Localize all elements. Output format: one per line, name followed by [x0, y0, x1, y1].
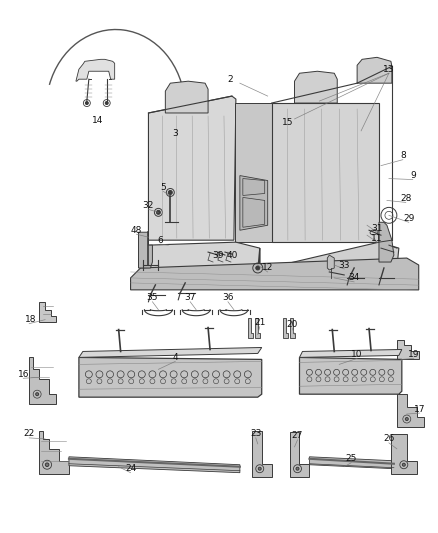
Polygon shape	[290, 432, 309, 477]
Polygon shape	[240, 175, 268, 230]
Polygon shape	[131, 258, 419, 290]
Polygon shape	[379, 222, 394, 262]
Text: 12: 12	[262, 263, 273, 272]
Polygon shape	[79, 348, 262, 358]
Text: 36: 36	[222, 293, 234, 302]
Polygon shape	[248, 318, 253, 337]
Polygon shape	[29, 358, 56, 404]
Text: 25: 25	[346, 454, 357, 463]
Polygon shape	[357, 58, 392, 83]
Polygon shape	[300, 350, 402, 358]
Text: 23: 23	[250, 430, 261, 439]
Circle shape	[256, 266, 260, 270]
Polygon shape	[235, 103, 272, 242]
Polygon shape	[294, 71, 337, 103]
Circle shape	[405, 417, 408, 421]
Polygon shape	[79, 358, 262, 397]
Polygon shape	[300, 358, 402, 394]
Text: 48: 48	[131, 226, 142, 235]
Text: 4: 4	[173, 353, 178, 362]
Polygon shape	[69, 457, 240, 473]
Text: 29: 29	[403, 214, 414, 223]
Polygon shape	[391, 434, 417, 474]
Text: 24: 24	[125, 464, 136, 473]
Text: 2: 2	[227, 75, 233, 84]
Polygon shape	[290, 318, 294, 337]
Text: 40: 40	[226, 251, 237, 260]
Circle shape	[35, 393, 39, 395]
Circle shape	[156, 211, 160, 214]
Circle shape	[45, 463, 49, 466]
Circle shape	[258, 467, 261, 470]
Text: 15: 15	[282, 118, 293, 127]
Text: 26: 26	[383, 434, 395, 443]
Polygon shape	[165, 81, 208, 113]
Text: 3: 3	[173, 130, 178, 139]
Text: 21: 21	[254, 318, 265, 327]
Text: 14: 14	[92, 116, 103, 125]
Text: 33: 33	[339, 261, 350, 270]
Text: 10: 10	[351, 350, 363, 359]
Text: 6: 6	[158, 236, 163, 245]
Text: 16: 16	[18, 370, 29, 379]
Text: 35: 35	[147, 293, 158, 302]
Polygon shape	[39, 431, 69, 474]
Text: 9: 9	[410, 171, 416, 180]
Polygon shape	[252, 431, 272, 477]
Circle shape	[403, 463, 405, 466]
Polygon shape	[260, 242, 399, 270]
Polygon shape	[272, 103, 379, 242]
Polygon shape	[138, 232, 152, 268]
Text: 28: 28	[400, 194, 411, 203]
Polygon shape	[255, 318, 260, 337]
Text: 27: 27	[292, 431, 303, 440]
Text: 37: 37	[184, 293, 196, 302]
Polygon shape	[309, 457, 394, 469]
Text: 17: 17	[414, 405, 425, 414]
Polygon shape	[138, 242, 260, 272]
Text: 19: 19	[408, 350, 420, 359]
Circle shape	[296, 467, 299, 470]
Polygon shape	[397, 340, 419, 359]
Text: 11: 11	[371, 233, 383, 243]
Text: 31: 31	[371, 224, 383, 233]
Text: 34: 34	[349, 273, 360, 282]
Text: 13: 13	[383, 64, 395, 74]
Polygon shape	[327, 255, 334, 270]
Polygon shape	[148, 96, 236, 240]
Circle shape	[168, 190, 172, 195]
Circle shape	[85, 102, 88, 104]
Polygon shape	[283, 318, 288, 337]
Polygon shape	[39, 302, 56, 321]
Text: 18: 18	[25, 315, 37, 324]
Text: 39: 39	[212, 251, 224, 260]
Text: 5: 5	[160, 183, 166, 192]
Text: 32: 32	[143, 201, 154, 210]
Text: 20: 20	[287, 320, 298, 329]
Circle shape	[105, 102, 108, 104]
Polygon shape	[76, 59, 115, 81]
Text: 8: 8	[400, 151, 406, 160]
Polygon shape	[397, 394, 424, 427]
Text: 22: 22	[24, 430, 35, 439]
